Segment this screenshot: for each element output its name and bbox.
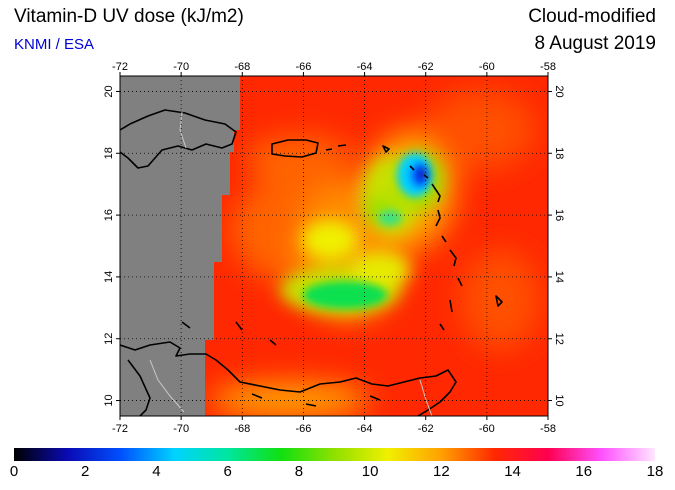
lat-label-right: 14: [553, 271, 565, 283]
colorbar: [14, 448, 655, 461]
lon-label-bottom: -62: [418, 423, 434, 435]
haiti-dr-border: [179, 111, 187, 149]
lat-label-left: 12: [103, 333, 115, 345]
lon-label-bottom: -64: [357, 423, 373, 435]
map-frame: [119, 75, 549, 417]
lat-label-left: 10: [103, 394, 115, 406]
lat-label-left: 16: [103, 209, 115, 221]
colombia-venezuela-border: [149, 359, 185, 413]
south-america-coast: [120, 341, 457, 416]
lon-label-top: -72: [112, 61, 128, 73]
lat-label-left: 18: [103, 147, 115, 159]
map-date: 8 August 2019: [534, 33, 657, 54]
lon-label-bottom: -68: [234, 423, 250, 435]
product-type: Cloud-modified: [528, 6, 656, 27]
uv-dose-field: [120, 76, 548, 416]
maracaibo-coast: [127, 359, 151, 416]
abc-islands-coast: [181, 321, 277, 346]
venezuela-islands-coast: [251, 393, 381, 407]
lat-label-left: 20: [103, 85, 115, 97]
colorbar-label: 2: [81, 463, 90, 480]
source-credit: KNMI / ESA: [14, 36, 95, 53]
virgin-islands-coast: [325, 144, 347, 151]
colorbar-label: 4: [152, 463, 161, 480]
lon-label-bottom: -60: [479, 423, 495, 435]
lat-label-right: 18: [553, 147, 565, 159]
lon-label-top: -66: [295, 61, 311, 73]
colorbar-label: 14: [504, 463, 521, 480]
lon-label-bottom: -58: [540, 423, 556, 435]
map-title: Vitamin-D UV dose (kJ/m2): [14, 6, 244, 27]
lon-label-top: -64: [357, 61, 373, 73]
hispaniola-coast: [120, 109, 237, 169]
lon-label-top: -58: [540, 61, 556, 73]
lon-label-bottom: -66: [295, 423, 311, 435]
lat-label-right: 20: [553, 85, 565, 97]
lat-label-right: 12: [553, 333, 565, 345]
colorbar-label: 12: [432, 463, 450, 480]
axis-ticks: [116, 72, 552, 420]
axis-tick-labels: -72 -72 -70 -70 -68 -68 -66 -66 -64 -64 -62 -62 -60 -…: [103, 61, 565, 435]
barbados-coast: [495, 295, 503, 307]
colorbar-label: 18: [646, 463, 664, 480]
lon-label-top: -70: [173, 61, 189, 73]
colorbar-label: 6: [223, 463, 232, 480]
lon-label-top: -62: [418, 61, 434, 73]
lon-label-top: -68: [234, 61, 250, 73]
colorbar-label: 16: [575, 463, 593, 480]
no-data-region: [120, 76, 240, 416]
lon-label-top: -60: [479, 61, 495, 73]
lon-label-bottom: -70: [173, 423, 189, 435]
colorbar-label: 10: [361, 463, 379, 480]
coastlines: [120, 109, 503, 416]
colorbar-label: 8: [294, 463, 304, 480]
colorbar-label: 0: [9, 463, 19, 480]
lon-label-bottom: -72: [112, 423, 128, 435]
lat-label-left: 14: [103, 271, 115, 283]
lat-label-right: 10: [553, 394, 565, 406]
lat-label-right: 16: [553, 209, 565, 221]
